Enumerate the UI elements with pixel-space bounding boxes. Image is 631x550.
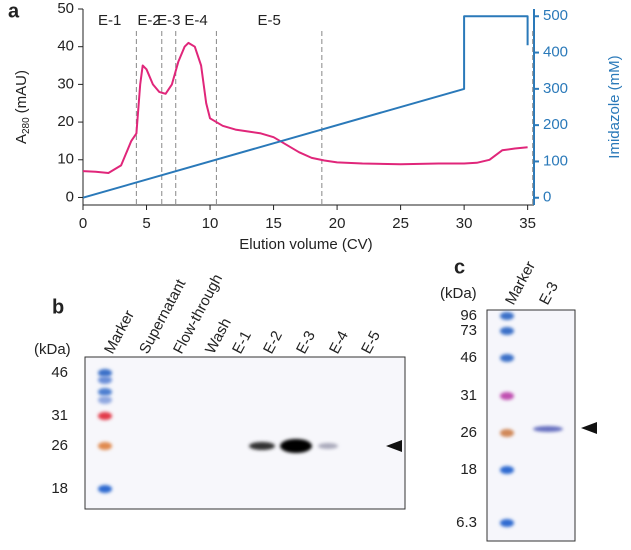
y2-tick-label: 400: [543, 44, 568, 61]
lane-label: Wash: [202, 315, 235, 356]
x-tick-label: 25: [392, 215, 409, 232]
marker-band: [500, 392, 514, 400]
band: [533, 426, 563, 432]
lane-label: E-3: [536, 279, 562, 308]
band: [318, 443, 338, 449]
x-tick-label: 35: [519, 215, 536, 232]
marker-band: [500, 312, 514, 320]
x-tick-label: 10: [202, 215, 219, 232]
marker-band: [500, 327, 514, 335]
mw-label: 26: [51, 437, 68, 454]
y2-axis-label: Imidazole (mM): [606, 55, 623, 158]
mw-label: 31: [460, 387, 477, 404]
fraction-label: E-5: [257, 12, 280, 29]
mw-label: 6.3: [456, 514, 477, 531]
lane-label: E-3: [293, 328, 319, 357]
y-label-main: A: [13, 134, 30, 144]
data-line: [82, 15, 529, 199]
arrowhead: [386, 440, 402, 452]
lane-label: E-5: [358, 328, 384, 357]
x-axis-label: Elution volume (CV): [239, 236, 372, 253]
lane-label: E-1: [229, 328, 255, 357]
y2-tick-label: 100: [543, 152, 568, 169]
marker-band: [500, 519, 514, 527]
mw-label: 18: [51, 480, 68, 497]
x-tick-label: 20: [329, 215, 346, 232]
y-tick-label: 10: [57, 151, 74, 168]
panel-label: b: [52, 296, 64, 318]
y-axis-label: A280 (mAU): [13, 70, 32, 144]
data-line: [82, 41, 528, 174]
fraction-label: E-2: [137, 12, 160, 29]
marker-band: [98, 396, 112, 404]
panel-label: a: [8, 0, 20, 22]
y2-tick-label: 500: [543, 7, 568, 24]
y2-tick-label: 0: [543, 189, 551, 206]
mw-label: 18: [460, 461, 477, 478]
fraction-label: E-4: [184, 12, 207, 29]
y-tick-label: 0: [66, 188, 74, 205]
mw-label: 46: [460, 349, 477, 366]
x-tick-label: 0: [79, 215, 87, 232]
marker-band: [98, 412, 112, 420]
fraction-label: E-1: [98, 12, 121, 29]
mw-label: 96: [460, 307, 477, 324]
marker-band: [98, 376, 112, 384]
lane-label: Marker: [502, 259, 539, 308]
marker-band: [98, 485, 112, 493]
x-tick-label: 5: [142, 215, 150, 232]
marker-band: [500, 429, 514, 437]
y-tick-label: 40: [57, 38, 74, 55]
marker-band: [98, 442, 112, 450]
lane-label: E-4: [326, 328, 352, 357]
mw-label: 26: [460, 424, 477, 441]
lane-label: E-2: [260, 328, 286, 357]
marker-band: [98, 388, 112, 396]
band: [249, 442, 275, 450]
panel-label: c: [454, 256, 465, 278]
y-tick-label: 20: [57, 113, 74, 130]
y-tick-label: 30: [57, 75, 74, 92]
blot-c: [486, 309, 576, 542]
blot-b: [84, 356, 406, 510]
y-label-sub: 280: [21, 117, 32, 134]
kda-label: (kDa): [34, 341, 71, 358]
y2-tick-label: 200: [543, 116, 568, 133]
x-tick-label: 15: [265, 215, 282, 232]
marker-band: [500, 466, 514, 474]
y-tick-label: 50: [57, 0, 74, 17]
mw-label: 46: [51, 364, 68, 381]
band: [280, 439, 312, 453]
y-label-unit: (mAU): [13, 70, 30, 113]
y2-tick-label: 300: [543, 80, 568, 97]
marker-band: [98, 369, 112, 377]
lane-label: Marker: [101, 308, 138, 357]
x-tick-label: 30: [456, 215, 473, 232]
marker-band: [500, 354, 514, 362]
fraction-label: E-3: [157, 12, 180, 29]
kda-label: (kDa): [440, 285, 477, 302]
mw-label: 73: [460, 322, 477, 339]
arrowhead: [581, 422, 597, 434]
mw-label: 31: [51, 407, 68, 424]
